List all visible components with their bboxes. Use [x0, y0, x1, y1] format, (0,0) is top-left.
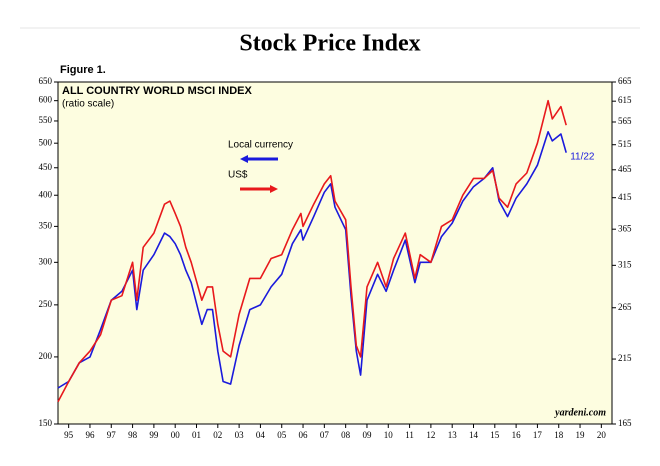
series-line — [57, 99, 567, 403]
x-tick-label: 03 — [235, 430, 245, 440]
source: yardeni.com — [554, 407, 606, 418]
x-tick-label: 99 — [149, 430, 159, 440]
x-tick-label: 02 — [213, 430, 222, 440]
x-tick-label: 17 — [533, 430, 543, 440]
x-tick-label: 14 — [469, 430, 479, 440]
series-line — [57, 131, 567, 389]
figure-label: Figure 1. — [60, 64, 106, 76]
y-tick-label: 250 — [39, 299, 53, 309]
x-tick-label: 05 — [277, 430, 287, 440]
x-tick-label: 01 — [192, 430, 201, 440]
x-tick-label: 15 — [490, 430, 500, 440]
y-tick-label: 400 — [39, 189, 53, 199]
x-tick-label: 13 — [448, 430, 458, 440]
x-tick-label: 20 — [597, 430, 607, 440]
x-tick-label: 19 — [576, 430, 586, 440]
y2-tick-label: 315 — [618, 259, 632, 269]
x-tick-label: 09 — [362, 430, 372, 440]
y-tick-label: 450 — [39, 162, 53, 172]
y-tick-label: 350 — [39, 220, 53, 230]
end-label: 11/22 — [570, 151, 595, 162]
y2-tick-label: 415 — [618, 192, 632, 202]
y-tick-label: 200 — [39, 351, 53, 361]
subtitle: ALL COUNTRY WORLD MSCI INDEX — [62, 85, 253, 97]
plot-area — [57, 81, 613, 425]
y2-tick-label: 465 — [618, 164, 632, 174]
y-tick-label: 600 — [39, 95, 53, 105]
x-tick-label: 11 — [405, 430, 414, 440]
y-tick-label: 550 — [39, 115, 53, 125]
y-tick-label: 300 — [39, 256, 53, 266]
y2-tick-label: 665 — [618, 76, 632, 86]
x-tick-label: 04 — [256, 430, 266, 440]
x-tick-label: 08 — [341, 430, 351, 440]
legend-label: US$ — [228, 170, 248, 181]
x-tick-label: 18 — [554, 430, 564, 440]
x-tick-label: 98 — [128, 430, 138, 440]
legend-arrowhead — [240, 155, 248, 163]
y2-tick-label: 215 — [618, 353, 632, 363]
legend-arrowhead — [270, 185, 278, 193]
x-tick-label: 95 — [64, 430, 74, 440]
x-tick-label: 96 — [85, 430, 95, 440]
y2-tick-label: 615 — [618, 95, 632, 105]
y2-tick-label: 565 — [618, 116, 632, 126]
x-tick-label: 07 — [320, 430, 330, 440]
x-tick-label: 00 — [171, 430, 181, 440]
x-tick-label: 06 — [299, 430, 309, 440]
chart-title: Stock Price Index — [239, 31, 420, 57]
y2-tick-label: 515 — [618, 139, 632, 149]
y-tick-label: 500 — [39, 137, 53, 147]
legend-label: Local currency — [228, 140, 293, 151]
x-tick-label: 12 — [426, 430, 435, 440]
y2-tick-label: 265 — [618, 302, 632, 312]
y-tick-label: 150 — [39, 418, 53, 428]
x-tick-label: 10 — [384, 430, 394, 440]
y-tick-label: 650 — [39, 76, 53, 86]
scale-note: (ratio scale) — [62, 99, 114, 110]
x-tick-label: 97 — [107, 430, 117, 440]
y2-tick-label: 365 — [618, 223, 632, 233]
y2-tick-label: 165 — [618, 418, 632, 428]
x-tick-label: 16 — [512, 430, 522, 440]
